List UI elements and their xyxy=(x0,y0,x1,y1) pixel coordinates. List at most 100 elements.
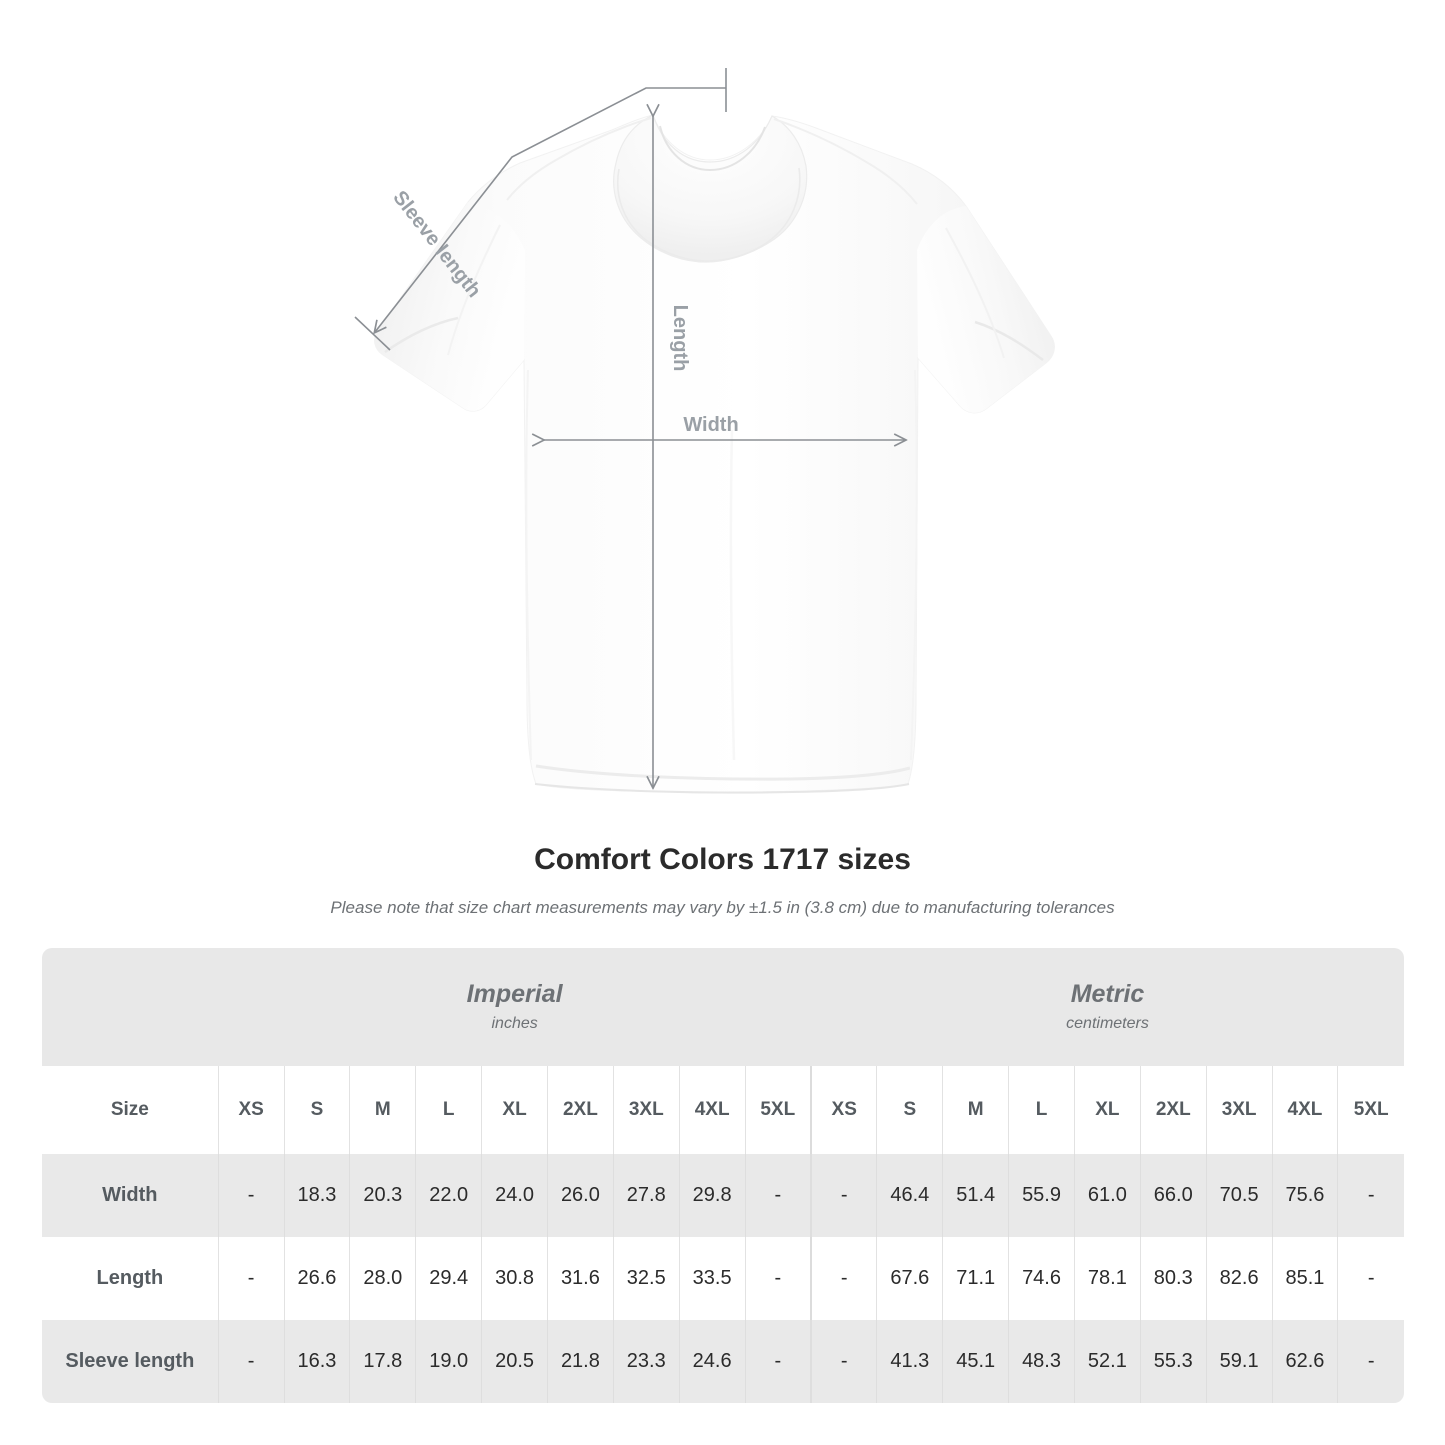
measurement-cell-imperial: 18.3 xyxy=(283,1154,350,1237)
size-header-cell: XL xyxy=(481,1066,548,1154)
measurement-cell-metric: 46.4 xyxy=(876,1154,943,1237)
size-header-cell: XS xyxy=(217,1066,285,1154)
measurement-cell-imperial: 29.4 xyxy=(415,1237,482,1320)
sleeve-length-tick-bottom xyxy=(354,316,391,351)
measurement-cell-imperial: 30.8 xyxy=(481,1237,548,1320)
measurement-cell-metric: 66.0 xyxy=(1139,1154,1207,1237)
measurement-cell-imperial: 28.0 xyxy=(349,1237,416,1320)
size-header-cell: XS xyxy=(810,1066,877,1154)
measurement-cell-metric: 67.6 xyxy=(876,1237,943,1320)
size-header-cell: 4XL xyxy=(1271,1066,1338,1154)
measurement-cell-metric: 48.3 xyxy=(1008,1320,1075,1403)
measurement-cell-metric: 80.3 xyxy=(1139,1237,1207,1320)
size-header-cell: L xyxy=(1008,1066,1075,1154)
size-header-cell: 3XL xyxy=(612,1066,680,1154)
measurement-cell-imperial: 31.6 xyxy=(546,1237,614,1320)
measurement-cell-metric: 62.6 xyxy=(1271,1320,1338,1403)
tshirt-collar-inner-seam xyxy=(616,167,801,262)
measurement-cell-metric: 75.6 xyxy=(1271,1154,1338,1237)
measurement-cell-imperial: 20.5 xyxy=(481,1320,548,1403)
measurement-cell-metric: 41.3 xyxy=(876,1320,943,1403)
tshirt-measurement-diagram: Sleeve length Length Width xyxy=(354,68,1055,794)
tshirt-sleeve-left xyxy=(374,202,525,412)
tshirt-collar-ribbing xyxy=(659,125,766,172)
measurement-cell-metric: 55.9 xyxy=(1008,1154,1075,1237)
tshirt-sleeve-hem-left xyxy=(384,316,459,354)
measurement-cell-metric: 45.1 xyxy=(942,1320,1009,1403)
measurement-cell-metric: - xyxy=(1337,1154,1404,1237)
unit-header-imperial: Imperial inches xyxy=(218,948,812,1066)
measurement-cell-metric: - xyxy=(810,1154,877,1237)
measurement-cell-imperial: - xyxy=(744,1320,812,1403)
size-header-row: Size XS S M L XL 2XL 3XL 4XL 5XL XS S M L XL 2XL 3XL 4XL 5… xyxy=(42,1066,1404,1154)
unit-subtitle: inches xyxy=(491,1015,538,1032)
measurement-cell-metric: 52.1 xyxy=(1073,1320,1141,1403)
size-chart-table: Imperial inches Metric centimeters Size XS S M L… xyxy=(42,948,1404,1403)
tshirt-bottom-edge xyxy=(534,783,910,794)
measurement-cell-imperial: 19.0 xyxy=(415,1320,482,1403)
tshirt-shoulder-seam-left xyxy=(506,117,652,201)
size-header-cell: 2XL xyxy=(1139,1066,1207,1154)
measurement-cell-imperial: - xyxy=(217,1237,285,1320)
measurement-cell-imperial: 24.0 xyxy=(481,1154,548,1237)
size-header-label: Size xyxy=(42,1066,219,1154)
measurement-cell-metric: 85.1 xyxy=(1271,1237,1338,1320)
size-chart-table-wrapper: Imperial inches Metric centimeters Size XS S M L… xyxy=(42,948,1404,1403)
tshirt-graphic xyxy=(374,114,1055,794)
measurement-cell-metric: - xyxy=(810,1237,877,1320)
unit-header-metric: Metric centimeters xyxy=(811,948,1404,1066)
page-title: Comfort Colors 1717 sizes xyxy=(534,843,911,876)
measurement-cell-imperial: 26.6 xyxy=(283,1237,350,1320)
row-label: Length xyxy=(42,1237,219,1320)
tshirt-collar xyxy=(613,114,808,263)
measurement-cell-imperial: 17.8 xyxy=(349,1320,416,1403)
measurement-cell-metric: 59.1 xyxy=(1205,1320,1273,1403)
measurement-cell-metric: - xyxy=(810,1320,877,1403)
unit-name: Metric xyxy=(1070,980,1145,1008)
tshirt-side-seam-left xyxy=(525,369,532,761)
measurement-cell-imperial: 32.5 xyxy=(612,1237,680,1320)
size-header-cell: XL xyxy=(1073,1066,1141,1154)
measurement-cell-imperial: - xyxy=(744,1154,812,1237)
size-header-cell: 5XL xyxy=(744,1066,812,1154)
size-header-cell: 2XL xyxy=(546,1066,614,1154)
measurement-cell-imperial: 26.0 xyxy=(546,1154,614,1237)
measurement-cell-metric: 70.5 xyxy=(1205,1154,1273,1237)
chart-heading-block: Comfort Colors 1717 sizes Please note th… xyxy=(0,840,1445,920)
size-header-cell: S xyxy=(283,1066,350,1154)
measurement-cell-imperial: 29.8 xyxy=(678,1154,746,1237)
row-label: Sleeve length xyxy=(42,1320,219,1403)
tolerance-note: Please note that size chart measurements… xyxy=(330,898,1115,917)
table-row: Width -18.3 20.3 22.0 24.0 26.0 27.8 29.8- -46.4… xyxy=(42,1154,1404,1237)
measurement-cell-imperial: - xyxy=(217,1320,285,1403)
size-header-cell: M xyxy=(349,1066,416,1154)
unit-subtitle: centimeters xyxy=(1066,1015,1149,1032)
tshirt-body-fold-center xyxy=(729,429,736,761)
size-header-cell: 5XL xyxy=(1337,1066,1404,1154)
row-label: Width xyxy=(42,1154,219,1237)
measurement-cell-metric: - xyxy=(1337,1320,1404,1403)
measurement-cell-imperial: 16.3 xyxy=(283,1320,350,1403)
size-header-cell: S xyxy=(876,1066,943,1154)
measurement-cell-imperial: - xyxy=(217,1154,285,1237)
measurement-cell-imperial: 33.5 xyxy=(678,1237,746,1320)
table-row: Sleeve length -16.3 17.8 19.0 20.5 21.8 23.3 24… xyxy=(42,1320,1404,1403)
unit-header-spacer xyxy=(42,948,219,1066)
length-label: Length xyxy=(669,305,691,372)
sleeve-length-leader-line xyxy=(375,87,726,332)
size-header-cell: 4XL xyxy=(678,1066,746,1154)
size-header-cell: L xyxy=(415,1066,482,1154)
measurement-cell-metric: 71.1 xyxy=(942,1237,1009,1320)
measurement-cell-imperial: 24.6 xyxy=(678,1320,746,1403)
measurement-cell-metric: 74.6 xyxy=(1008,1237,1075,1320)
measurement-cell-metric: 51.4 xyxy=(942,1154,1009,1237)
unit-name: Imperial xyxy=(466,980,563,1008)
measurement-cell-metric: 55.3 xyxy=(1139,1320,1207,1403)
measurement-annotations xyxy=(354,68,905,787)
measurement-cell-metric: 82.6 xyxy=(1205,1237,1273,1320)
tshirt-sleeve-hem-right xyxy=(974,320,1044,361)
measurement-cell-imperial: 23.3 xyxy=(612,1320,680,1403)
measurement-cell-metric: - xyxy=(1337,1237,1404,1320)
tshirt-shoulder-seam-right xyxy=(773,118,918,205)
tshirt-sleeve-fold-left xyxy=(447,224,501,356)
